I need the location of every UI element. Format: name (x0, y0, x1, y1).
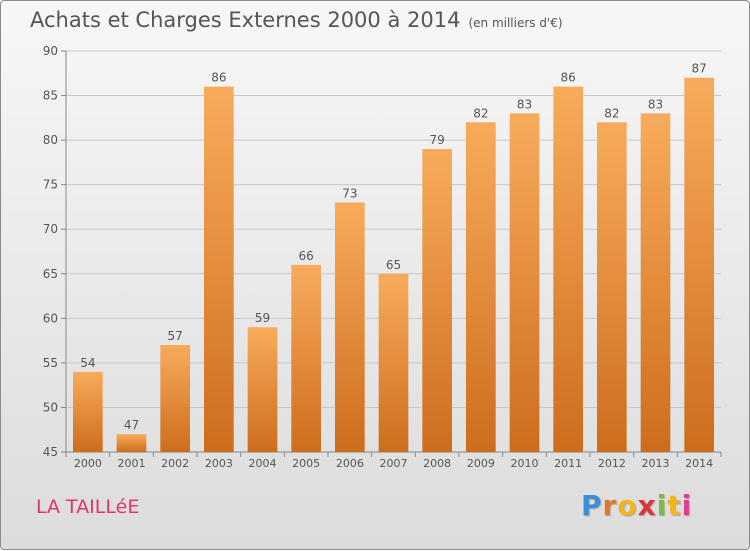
logo-letter: t (667, 489, 682, 522)
x-tick-label: 2007 (380, 457, 408, 470)
y-tick-label: 50 (43, 400, 58, 414)
data-label: 79 (430, 133, 445, 147)
x-tick-label: 2006 (336, 457, 364, 470)
logo-letter: o (617, 489, 638, 522)
x-tick-label: 2000 (74, 457, 102, 470)
data-label: 82 (473, 106, 488, 120)
bar-2014 (684, 77, 715, 452)
bars (72, 77, 715, 453)
data-label: 86 (211, 71, 226, 85)
bar-2000 (72, 371, 103, 452)
data-label: 86 (561, 71, 576, 85)
commune-name: LA TAILLéE (36, 496, 140, 518)
data-label: 59 (255, 311, 270, 325)
y-tick-label: 45 (43, 445, 58, 459)
bar-2008 (422, 149, 453, 452)
bar-2013 (640, 113, 671, 452)
x-tick-label: 2005 (292, 457, 320, 470)
bar-2006 (334, 202, 365, 452)
data-label: 82 (604, 106, 619, 120)
bar-2002 (160, 345, 191, 452)
logo-letter: i (656, 489, 668, 522)
data-label: 47 (124, 418, 139, 432)
data-label: 83 (517, 97, 532, 111)
x-tick-label: 2014 (685, 457, 713, 470)
x-tick-label: 2004 (249, 457, 277, 470)
bar-2009 (465, 122, 496, 453)
bar-2003 (203, 86, 234, 453)
data-label: 65 (386, 258, 401, 272)
logo-letter: i (681, 489, 693, 522)
x-tick-label: 2009 (467, 457, 495, 470)
data-label: 83 (648, 97, 663, 111)
chart-title-text: Achats et Charges Externes 2000 à 2014 (30, 8, 461, 32)
logo-letter: x (637, 489, 657, 522)
x-tick-label: 2003 (205, 457, 233, 470)
data-label: 73 (342, 186, 357, 200)
y-tick-label: 65 (43, 267, 58, 281)
y-tick-label: 60 (43, 311, 58, 325)
x-tick-label: 2012 (598, 457, 626, 470)
x-tick-label: 2011 (554, 457, 582, 470)
chart-unit: (en milliers d'€) (468, 16, 563, 30)
bar-2012 (596, 122, 627, 453)
bar-2007 (378, 273, 409, 452)
data-label: 57 (168, 329, 183, 343)
bar-2001 (116, 434, 147, 452)
y-tick-label: 55 (43, 356, 58, 370)
proxiti-logo: Proxiti (581, 489, 692, 522)
chart-title: Achats et Charges Externes 2000 à 2014 (e… (30, 8, 563, 32)
x-tick-label: 2001 (118, 457, 146, 470)
bar-2011 (553, 86, 584, 453)
y-tick-label: 75 (43, 178, 58, 192)
y-tick-label: 70 (43, 222, 58, 236)
bar-2010 (509, 113, 540, 452)
data-label: 87 (692, 62, 707, 76)
logo-letter: P (581, 489, 603, 522)
bar-2004 (247, 327, 278, 452)
x-tick-label: 2010 (511, 457, 539, 470)
y-tick-label: 80 (43, 133, 58, 147)
y-tick-label: 85 (43, 89, 58, 103)
data-label: 66 (299, 249, 314, 263)
x-tick-label: 2008 (423, 457, 451, 470)
labels: 2000 54 2001 47 2002 57 2003 86 2004 59 2005 66 2006… (74, 62, 713, 470)
bar-2005 (291, 264, 322, 452)
x-tick-label: 2002 (161, 457, 189, 470)
y-tick-label: 90 (43, 44, 58, 58)
logo-letter: r (602, 489, 618, 522)
data-label: 54 (80, 356, 95, 370)
x-tick-label: 2013 (642, 457, 670, 470)
